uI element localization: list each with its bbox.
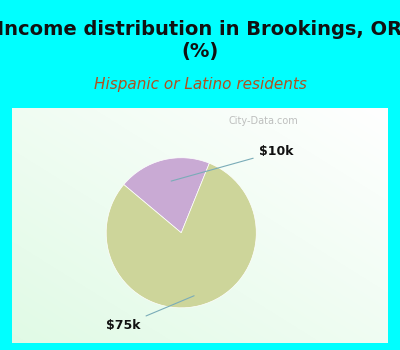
Wedge shape	[106, 163, 256, 308]
Wedge shape	[124, 158, 209, 233]
Text: Income distribution in Brookings, OR
(%): Income distribution in Brookings, OR (%)	[0, 20, 400, 61]
Text: $10k: $10k	[171, 145, 293, 181]
Text: Hispanic or Latino residents: Hispanic or Latino residents	[94, 77, 306, 92]
Text: City-Data.com: City-Data.com	[228, 116, 298, 126]
Text: $75k: $75k	[106, 296, 194, 332]
